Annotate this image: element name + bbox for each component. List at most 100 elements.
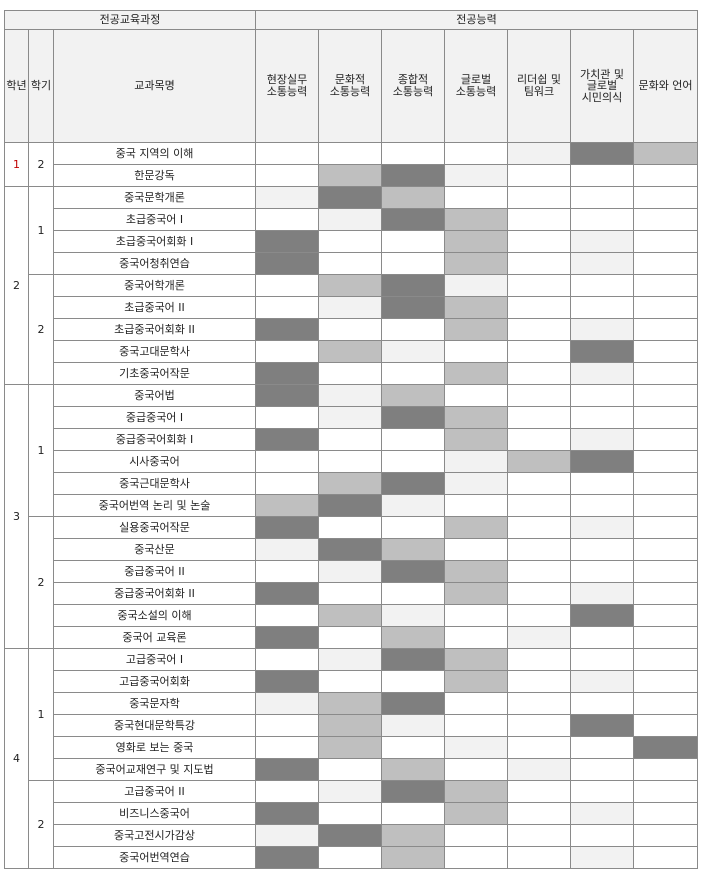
competency-level-cell-5 <box>507 318 571 341</box>
table-row: 기초중국어작문 <box>5 362 699 385</box>
competency-level-cell-4 <box>444 736 508 759</box>
competency-level-cell-7 <box>632 406 699 429</box>
competency-level-cell-6 <box>570 736 634 759</box>
competency-level-cell-1 <box>255 450 319 473</box>
competency-level-cell-1 <box>255 516 319 539</box>
course-name-cell: 비즈니스중국어 <box>53 802 256 825</box>
competency-level-cell-2 <box>318 626 382 649</box>
competency-level-cell-1 <box>255 340 319 363</box>
competency-level-cell-4 <box>444 846 508 869</box>
competency-level-cell-2 <box>318 560 382 583</box>
competency-level-cell-1 <box>255 802 319 825</box>
course-name-cell: 중국고전시가감상 <box>53 824 256 847</box>
competency-level-cell-7 <box>632 142 699 165</box>
table-row: 중국어번역연습 <box>5 846 699 869</box>
competency-level-cell-4 <box>444 340 508 363</box>
competency-level-cell-3 <box>381 274 445 297</box>
competency-level-cell-2 <box>318 494 382 517</box>
competency-level-cell-2 <box>318 758 382 781</box>
competency-level-cell-4 <box>444 758 508 781</box>
competency-level-cell-2 <box>318 384 382 407</box>
course-name-cell: 중국어번역연습 <box>53 846 256 869</box>
competency-level-cell-2 <box>318 648 382 671</box>
competency-level-cell-7 <box>632 604 699 627</box>
competency-level-cell-7 <box>632 846 699 869</box>
competency-level-cell-3 <box>381 362 445 385</box>
competency-level-cell-1 <box>255 604 319 627</box>
competency-level-cell-7 <box>632 428 699 451</box>
course-name-cell: 중급중국어 I <box>53 406 256 429</box>
competency-level-cell-6 <box>570 626 634 649</box>
competency-level-cell-3 <box>381 450 445 473</box>
competency-level-cell-6 <box>570 340 634 363</box>
competency-level-cell-1 <box>255 736 319 759</box>
competency-level-cell-3 <box>381 670 445 693</box>
competency-level-cell-7 <box>632 648 699 671</box>
table-row: 중국문자학 <box>5 692 699 715</box>
competency-level-cell-6 <box>570 186 634 209</box>
competency-level-cell-3 <box>381 758 445 781</box>
course-name-cell: 중국현대문학특강 <box>53 714 256 737</box>
competency-level-cell-1 <box>255 208 319 231</box>
competency-level-cell-1 <box>255 494 319 517</box>
competency-level-cell-4 <box>444 164 508 187</box>
header-competency-6: 가치관 및 글로벌 시민의식 <box>570 29 634 143</box>
competency-level-cell-6 <box>570 582 634 605</box>
course-name-cell: 중국문자학 <box>53 692 256 715</box>
course-name-cell: 중급중국어회화 II <box>53 582 256 605</box>
competency-level-cell-1 <box>255 780 319 803</box>
competency-level-cell-3 <box>381 780 445 803</box>
competency-level-cell-5 <box>507 714 571 737</box>
competency-level-cell-7 <box>632 560 699 583</box>
competency-level-cell-2 <box>318 406 382 429</box>
competency-level-cell-6 <box>570 274 634 297</box>
header-competency-group: 전공능력 <box>254 10 699 30</box>
competency-level-cell-7 <box>632 780 699 803</box>
competency-level-cell-5 <box>507 472 571 495</box>
semester-cell: 1 <box>28 186 54 275</box>
competency-level-cell-7 <box>632 164 699 187</box>
competency-level-cell-3 <box>381 142 445 165</box>
semester-cell: 2 <box>28 142 54 187</box>
competency-level-cell-4 <box>444 472 508 495</box>
competency-level-cell-3 <box>381 582 445 605</box>
table-row: 2 1 중국문학개론 <box>4 186 699 385</box>
competency-level-cell-3 <box>381 560 445 583</box>
competency-level-cell-3 <box>381 406 445 429</box>
competency-level-cell-2 <box>318 604 382 627</box>
course-name-cell: 중국산문 <box>53 538 256 561</box>
competency-level-cell-2 <box>318 142 382 165</box>
competency-level-cell-2 <box>318 230 382 253</box>
competency-level-cell-1 <box>255 186 319 209</box>
course-name-cell: 중국어 교육론 <box>53 626 256 649</box>
table-row: 초급중국어회화 I <box>5 230 699 253</box>
competency-level-cell-7 <box>632 494 699 517</box>
competency-level-cell-4 <box>444 802 508 825</box>
competency-level-cell-3 <box>381 208 445 231</box>
course-name-cell: 중국어학개론 <box>53 274 256 297</box>
table-row: 중국산문 <box>5 538 699 561</box>
competency-level-cell-2 <box>318 252 382 275</box>
competency-level-cell-6 <box>570 296 634 319</box>
course-name-cell: 중국고대문학사 <box>53 340 256 363</box>
competency-level-cell-7 <box>632 472 699 495</box>
course-name-cell: 중급중국어 II <box>53 560 256 583</box>
competency-level-cell-7 <box>632 626 699 649</box>
competency-level-cell-1 <box>255 362 319 385</box>
competency-level-cell-1 <box>255 274 319 297</box>
competency-level-cell-2 <box>318 780 382 803</box>
competency-level-cell-7 <box>632 516 699 539</box>
competency-level-cell-5 <box>507 516 571 539</box>
competency-level-cell-1 <box>255 142 319 165</box>
competency-level-cell-7 <box>632 362 699 385</box>
competency-level-cell-3 <box>381 516 445 539</box>
competency-level-cell-7 <box>632 692 699 715</box>
competency-level-cell-6 <box>570 824 634 847</box>
course-name-cell: 한문강독 <box>53 164 256 187</box>
competency-level-cell-3 <box>381 230 445 253</box>
header-competency-3: 종합적 소통능력 <box>381 29 445 143</box>
table-row: 중국소설의 이해 <box>5 604 699 627</box>
competency-level-cell-5 <box>507 780 571 803</box>
competency-level-cell-2 <box>318 186 382 209</box>
competency-level-cell-1 <box>255 846 319 869</box>
